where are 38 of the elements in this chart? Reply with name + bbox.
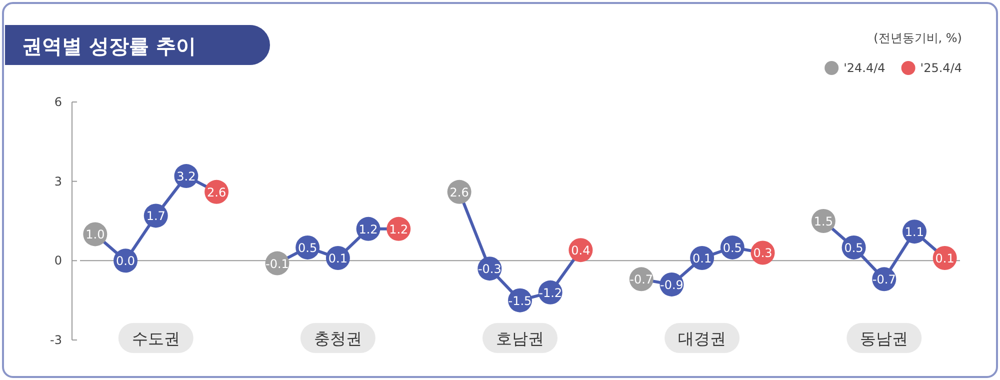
- legend-label: '25.4/4: [920, 61, 962, 75]
- y-tick-label: -3: [50, 333, 62, 347]
- data-label: 1.2: [358, 222, 378, 236]
- data-label: 2.6: [207, 185, 226, 200]
- data-label: 0.5: [844, 240, 864, 255]
- legend-label: '24.4/4: [844, 61, 886, 75]
- data-label: 0.5: [722, 240, 742, 255]
- annotation: 호남권: [496, 329, 544, 348]
- data-label: 0.5: [298, 240, 318, 255]
- data-label: -0.7: [630, 272, 654, 287]
- data-label: 1.2: [389, 222, 408, 236]
- annotation: 수도권: [132, 329, 180, 348]
- y-tick-label: 6: [54, 95, 62, 109]
- data-label: 1.7: [146, 209, 166, 224]
- data-label: -0.7: [872, 272, 896, 287]
- data-label: 1.5: [814, 214, 833, 228]
- data-label: -0.9: [660, 278, 684, 292]
- y-tick-label: 3: [54, 174, 62, 188]
- y-tick-label: 0: [54, 254, 62, 268]
- data-label: 1.1: [904, 225, 924, 240]
- data-label: 0.1: [935, 252, 954, 266]
- annotation: 동남권: [860, 329, 908, 348]
- chart-subtitle: (전년동기비, %): [874, 31, 962, 45]
- data-label: -0.3: [478, 262, 502, 276]
- data-label: 0.1: [692, 252, 712, 266]
- data-label: 1.0: [86, 228, 105, 242]
- data-label: 3.2: [176, 170, 196, 184]
- data-label: -1.5: [508, 294, 532, 308]
- data-label: 2.6: [450, 185, 469, 200]
- data-label: 0.0: [116, 254, 136, 268]
- data-label: 0.3: [753, 246, 772, 260]
- data-label: -1.2: [538, 286, 562, 300]
- data-label: 0.4: [571, 244, 590, 258]
- data-label: 0.1: [328, 252, 348, 266]
- annotation: 대경권: [678, 329, 726, 348]
- annotation: 충청권: [314, 329, 362, 348]
- chart-title: 권역별 성장률 추이: [22, 34, 196, 58]
- data-label: -0.1: [266, 256, 289, 271]
